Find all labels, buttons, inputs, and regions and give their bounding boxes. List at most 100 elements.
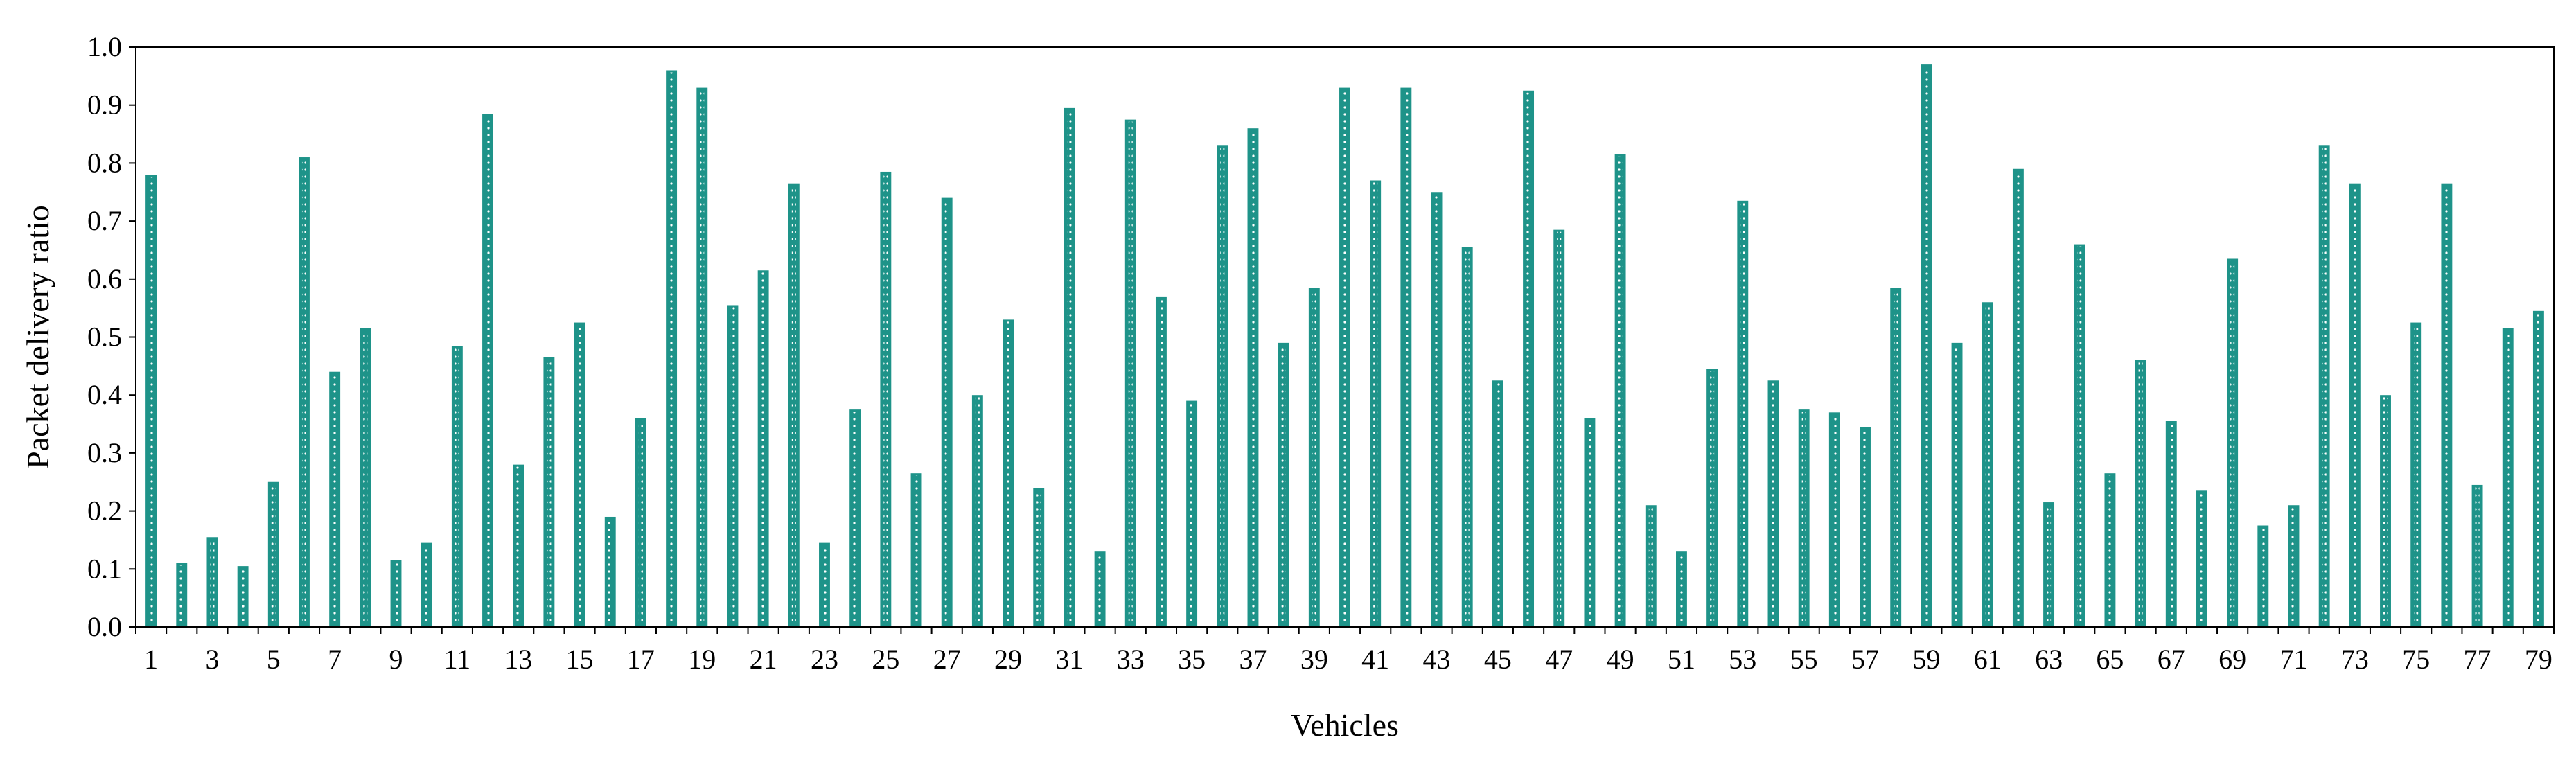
y-tick-label: 0.5 [87,321,122,353]
x-tick-label: 25 [872,644,899,675]
bar-pattern-vehicle-18 [669,72,674,626]
bar-pattern-vehicle-59 [1924,67,1929,626]
bar-pattern-vehicle-21 [761,272,766,625]
x-tick-label: 43 [1423,644,1451,675]
bar-pattern-vehicle-17 [638,420,643,625]
x-tick-label: 41 [1361,644,1389,675]
bar-pattern-vehicle-74 [2383,397,2388,625]
y-tick-label: 0.8 [87,147,122,178]
bar-pattern-vehicle-46 [1526,92,1531,625]
bar-pattern-vehicle-11 [455,348,459,625]
bar-pattern-vehicle-20 [730,307,735,625]
bar-pattern-vehicle-22 [791,185,796,625]
bar-pattern-vehicle-58 [1894,290,1898,625]
bar-pattern-vehicle-52 [1710,371,1715,625]
x-tick-label: 73 [2341,644,2369,675]
bar-pattern-vehicle-28 [975,397,980,625]
bar-pattern-vehicle-70 [2261,527,2266,625]
bar-pattern-vehicle-62 [2015,170,2020,625]
y-tick-label: 0.9 [87,89,122,121]
bar-pattern-vehicle-66 [2138,362,2143,625]
x-tick-label: 61 [1974,644,2002,675]
x-tick-label: 15 [566,644,594,675]
x-tick-label: 29 [994,644,1022,675]
y-tick-label: 0.0 [87,611,122,642]
x-tick-label: 63 [2035,644,2063,675]
bar-pattern-vehicle-78 [2505,330,2510,625]
bar-pattern-vehicle-39 [1312,290,1316,625]
x-tick-label: 17 [627,644,655,675]
bar-pattern-vehicle-45 [1495,382,1500,625]
y-tick-label: 0.7 [87,205,122,236]
bar-pattern-vehicle-26 [914,475,919,625]
x-tick-label: 65 [2096,644,2124,675]
bar-pattern-vehicle-1 [149,177,154,625]
x-tick-label: 13 [504,644,532,675]
y-tick-label: 0.3 [87,437,122,468]
bar-pattern-vehicle-61 [1985,304,1990,625]
x-tick-label: 37 [1239,644,1267,675]
x-tick-label: 1 [144,644,158,675]
x-tick-label: 11 [444,644,471,675]
x-tick-label: 71 [2279,644,2307,675]
x-axis-title: Vehicles [1291,707,1399,743]
bar-pattern-vehicle-60 [1955,344,1959,625]
bar-pattern-vehicle-30 [1036,490,1041,625]
bar-pattern-vehicle-36 [1220,148,1225,626]
bar-pattern-vehicle-42 [1404,89,1409,626]
bar-pattern-vehicle-14 [547,359,552,625]
x-tick-label: 27 [933,644,961,675]
bar-pattern-vehicle-43 [1434,194,1439,625]
bar-pattern-vehicle-19 [700,89,705,626]
x-tick-label: 45 [1484,644,1512,675]
y-axis-tick-labels: 0.0 0.1 0.2 0.3 0.4 0.5 0.6 0.7 0.8 0.9 1.0 [87,31,122,642]
bar-pattern-vehicle-12 [486,116,491,625]
bar-pattern-vehicle-5 [271,484,276,625]
bar-pattern-vehicle-65 [2108,475,2112,625]
bar-pattern-vehicle-55 [1801,412,1806,626]
bar-pattern-vehicle-44 [1465,249,1470,625]
x-tick-label: 79 [2525,644,2552,675]
bar-pattern-vehicle-34 [1158,298,1163,625]
y-tick-label: 0.6 [87,263,122,294]
bar-pattern-vehicle-77 [2475,486,2480,625]
bar-pattern-vehicle-41 [1373,182,1378,625]
bar-pattern-vehicle-76 [2444,185,2449,625]
x-tick-label: 67 [2158,644,2185,675]
x-tick-label: 39 [1300,644,1328,675]
x-tick-label: 49 [1607,644,1634,675]
bar-pattern-vehicle-15 [577,324,582,625]
x-tick-label: 57 [1851,644,1879,675]
bar-pattern-vehicle-79 [2536,312,2541,625]
bar-pattern-vehicle-13 [516,466,521,625]
bar-pattern-vehicle-69 [2230,260,2235,625]
x-tick-label: 53 [1729,644,1756,675]
bar-pattern-vehicle-71 [2291,507,2296,625]
bar-pattern-vehicle-49 [1618,156,1623,626]
x-tick-label: 75 [2402,644,2430,675]
y-tick-label: 0.2 [87,495,122,527]
bar-pattern-vehicle-35 [1190,403,1194,625]
bar-pattern-vehicle-9 [394,562,398,625]
bar-pattern-vehicle-68 [2199,493,2204,625]
x-tick-label: 59 [1912,644,1940,675]
x-tick-label: 19 [688,644,716,675]
x-tick-label: 35 [1178,644,1206,675]
bars [145,64,2544,628]
bar-pattern-vehicle-73 [2352,185,2357,625]
bar-pattern-vehicle-38 [1281,344,1286,625]
x-tick-label: 9 [389,644,403,675]
bar-pattern-vehicle-25 [883,173,888,625]
bar-pattern-vehicle-57 [1863,429,1868,625]
x-tick-label: 5 [267,644,281,675]
x-tick-label: 23 [811,644,838,675]
bar-pattern-vehicle-24 [853,412,858,626]
bar-pattern-vehicle-2 [179,565,184,625]
x-tick-label: 31 [1055,644,1083,675]
bar-pattern-vehicle-56 [1832,414,1837,625]
bar-pattern-vehicle-54 [1771,382,1776,625]
bar-pattern-vehicle-37 [1251,130,1255,625]
bar-pattern-vehicle-33 [1128,121,1133,626]
